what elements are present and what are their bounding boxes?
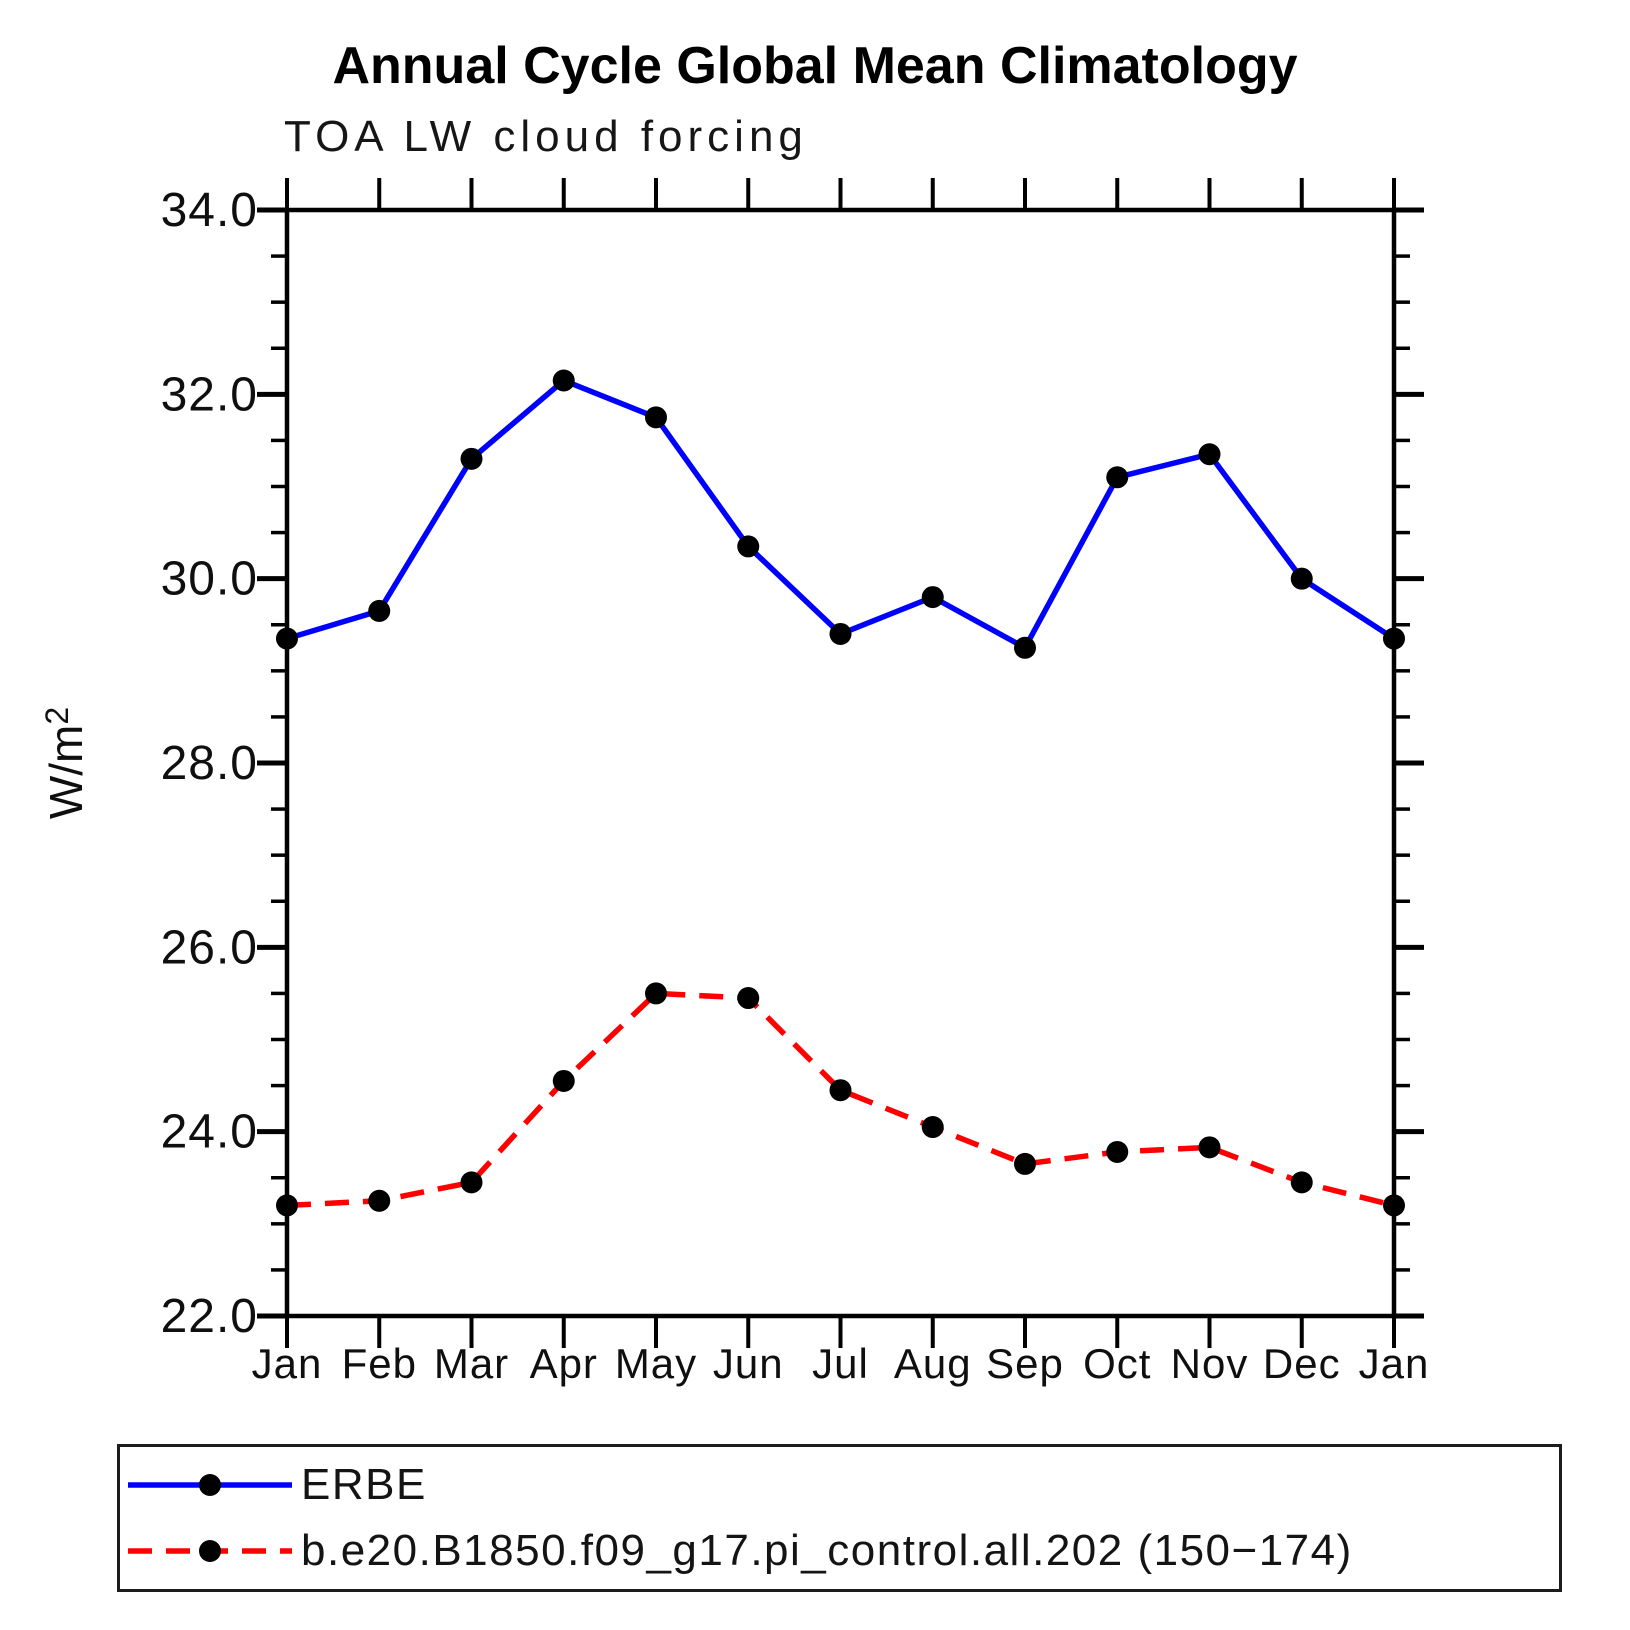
series-line — [286, 377, 1396, 652]
data-point-marker — [1106, 1140, 1129, 1163]
data-point-marker — [1198, 443, 1221, 466]
data-point-marker — [737, 535, 760, 558]
legend-line-swatch-dashed — [124, 1531, 296, 1571]
x-tick-label: Dec — [1263, 1340, 1341, 1387]
data-point-marker — [921, 586, 944, 609]
data-point-marker — [552, 369, 575, 392]
x-tick-label: Aug — [894, 1340, 972, 1387]
series-model — [276, 982, 1405, 1217]
y-tick-label: 32.0 — [161, 368, 258, 421]
data-point-marker — [921, 1116, 944, 1139]
y-axis-title: W/m2 — [39, 707, 92, 819]
legend-item-model: b.e20.B1850.f09_g17.pi_control.all.202 (… — [120, 1525, 1559, 1577]
plot-frame — [284, 207, 1397, 1319]
data-point-marker — [1198, 1136, 1221, 1159]
legend-swatch-marker — [199, 1474, 221, 1496]
x-tick-label: Jan — [1359, 1340, 1430, 1387]
y-tick-label: 22.0 — [161, 1290, 258, 1343]
data-point-marker — [460, 447, 483, 470]
x-tick-label: Sep — [986, 1340, 1064, 1387]
data-point-marker — [1014, 636, 1036, 659]
y-tick-label: 30.0 — [161, 553, 258, 606]
y-tick-label: 28.0 — [161, 737, 258, 790]
y-tick-label: 26.0 — [161, 921, 258, 974]
legend: ERBE b.e20.B1850.f09_g17.pi_control.all.… — [117, 1444, 1562, 1592]
legend-line-swatch-solid — [124, 1465, 296, 1505]
data-point-marker — [645, 406, 667, 429]
y-tick-label: 24.0 — [161, 1106, 258, 1159]
data-point-marker — [829, 622, 852, 645]
data-point-marker — [368, 599, 391, 622]
series-erbe — [276, 369, 1405, 659]
legend-item-erbe: ERBE — [120, 1459, 1559, 1511]
data-point-marker — [737, 987, 760, 1010]
x-tick-label: May — [615, 1340, 697, 1387]
data-point-marker — [1290, 567, 1313, 590]
data-point-marker — [1290, 1171, 1313, 1194]
y-tick-label: 34.0 — [161, 184, 258, 237]
axis-labels: 22.0 24.0 26.0 28.0 30.0 32.0 34.0 Jan Feb Mar Apr… — [39, 184, 1430, 1387]
data-point-marker — [645, 982, 667, 1005]
data-point-marker — [1383, 1194, 1405, 1217]
x-tick-label: Jun — [713, 1340, 784, 1387]
data-point-marker — [460, 1171, 483, 1194]
data-point-marker — [552, 1069, 575, 1092]
legend-label-model: b.e20.B1850.f09_g17.pi_control.all.202 (… — [301, 1526, 1353, 1575]
x-tick-label: Mar — [434, 1340, 509, 1387]
chart-title: Annual Cycle Global Mean Climatology — [332, 37, 1298, 95]
data-point-marker — [1106, 466, 1129, 489]
data-point-marker — [368, 1189, 391, 1212]
data-point-marker — [829, 1079, 852, 1102]
x-tick-label: Oct — [1083, 1340, 1151, 1387]
x-tick-label: Jul — [812, 1340, 869, 1387]
x-tick-label: Nov — [1171, 1340, 1249, 1387]
data-point-marker — [1014, 1152, 1036, 1175]
x-tick-label: Jan — [252, 1340, 323, 1387]
x-tick-label: Feb — [342, 1340, 417, 1387]
axes — [257, 178, 1424, 1348]
chart-subtitle: TOA LW cloud forcing — [284, 112, 808, 161]
data-point-marker — [1383, 627, 1405, 650]
data-point-marker — [276, 1194, 298, 1217]
legend-swatch-marker — [199, 1540, 221, 1562]
data-point-marker — [276, 627, 298, 650]
legend-label-erbe: ERBE — [301, 1460, 427, 1509]
x-tick-label: Apr — [530, 1340, 598, 1387]
